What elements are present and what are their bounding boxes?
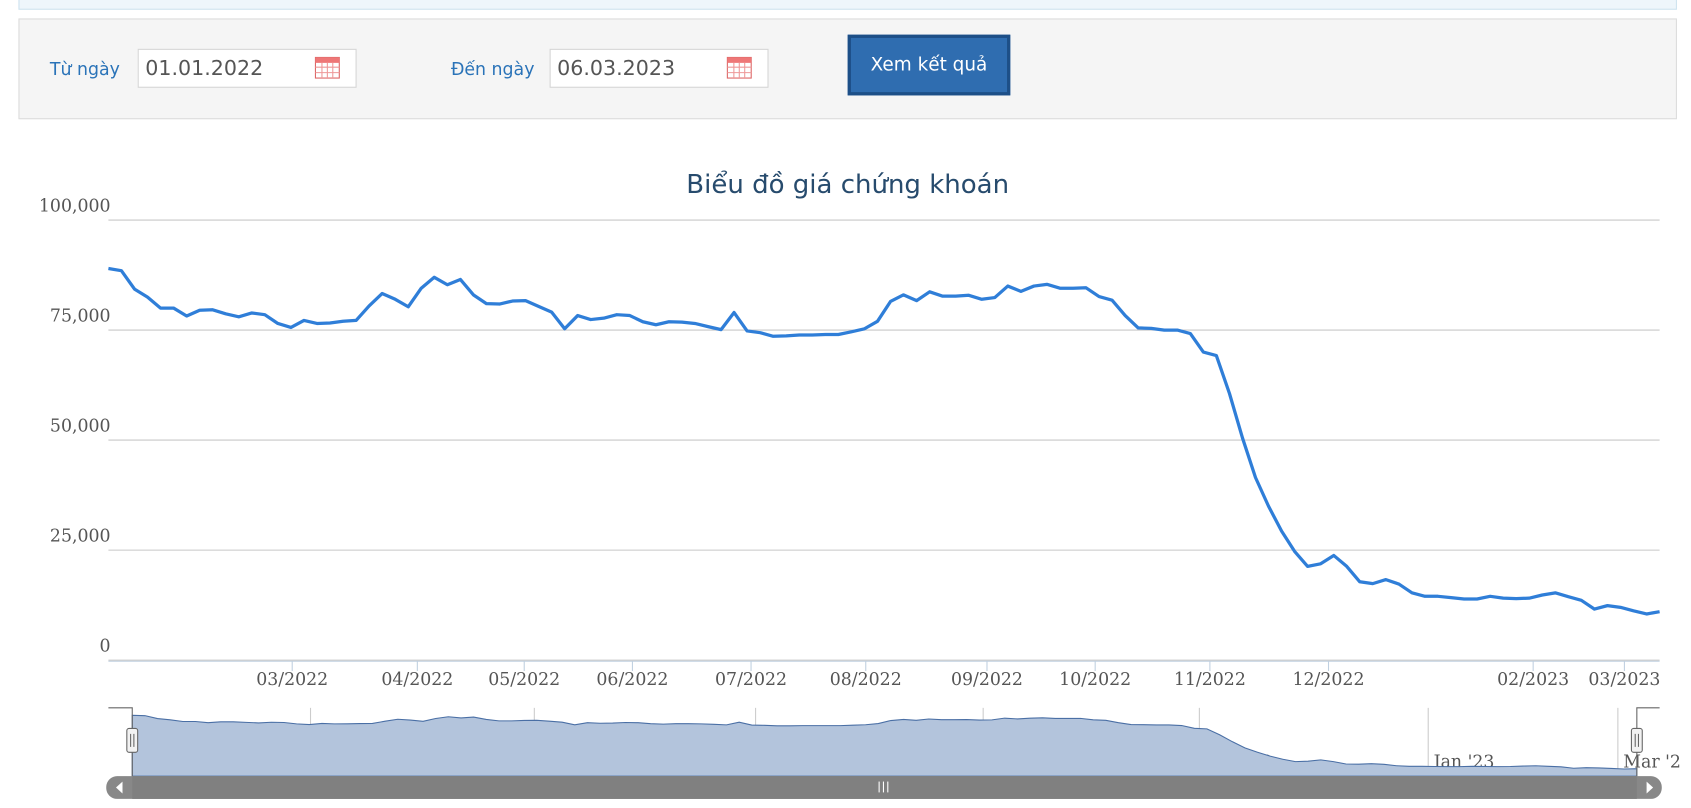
x-tick-label: 03/2022 [256,670,328,690]
from-value: 01.01.2022 [145,56,264,81]
top-bar [18,0,1677,10]
nav-handle[interactable] [1630,727,1643,753]
handle-box [1630,727,1643,753]
y-tick-label: 25,000 [50,526,111,546]
to-value: 06.03.2023 [557,56,676,81]
scrollbar-thumb[interactable] [132,776,1637,799]
calendar-icon[interactable] [726,55,752,79]
nav-outline [108,707,1660,777]
from-input[interactable]: 01.01.2022 [137,48,357,88]
x-tick-label: 07/2022 [715,670,787,690]
scroll-left[interactable] [115,781,123,794]
x-tick-label: 08/2022 [830,670,902,690]
x-tick-label: 05/2022 [488,670,560,690]
y-tick-label: 75,000 [50,306,111,326]
x-tick-label: 03/2023 [1588,670,1660,690]
y-tick-label: 0 [100,636,111,656]
nav-handle[interactable] [126,727,139,753]
to-label: Đến ngày [450,58,535,80]
x-tick-label: 04/2022 [381,670,453,690]
y-tick-label: 50,000 [50,416,111,436]
nav-area [131,714,1638,777]
from-label: Từ ngày [49,58,120,80]
price-line [108,266,1660,616]
nav-tick-label: Mar '2 [1623,752,1681,772]
submit-button[interactable]: Xem kết quả [847,34,1011,96]
calendar-icon[interactable] [314,55,340,79]
to-input[interactable]: 06.03.2023 [549,48,769,88]
chart-title: Biểu đồ giá chứng khoán [686,169,1009,200]
scroll-right[interactable] [1646,781,1654,794]
handle-box [126,727,139,753]
x-tick-label: 11/2022 [1174,670,1246,690]
x-tick-label: 10/2022 [1059,670,1131,690]
date-form: Từ ngày 01.01.2022 Đến ngày 06.03.2023 X… [18,18,1677,120]
x-tick-label: 12/2022 [1293,670,1365,690]
x-tick-label: 06/2022 [596,670,668,690]
x-tick-label: 09/2022 [951,670,1023,690]
y-tick-label: 100,000 [39,196,111,216]
x-tick-label: 02/2023 [1497,670,1569,690]
